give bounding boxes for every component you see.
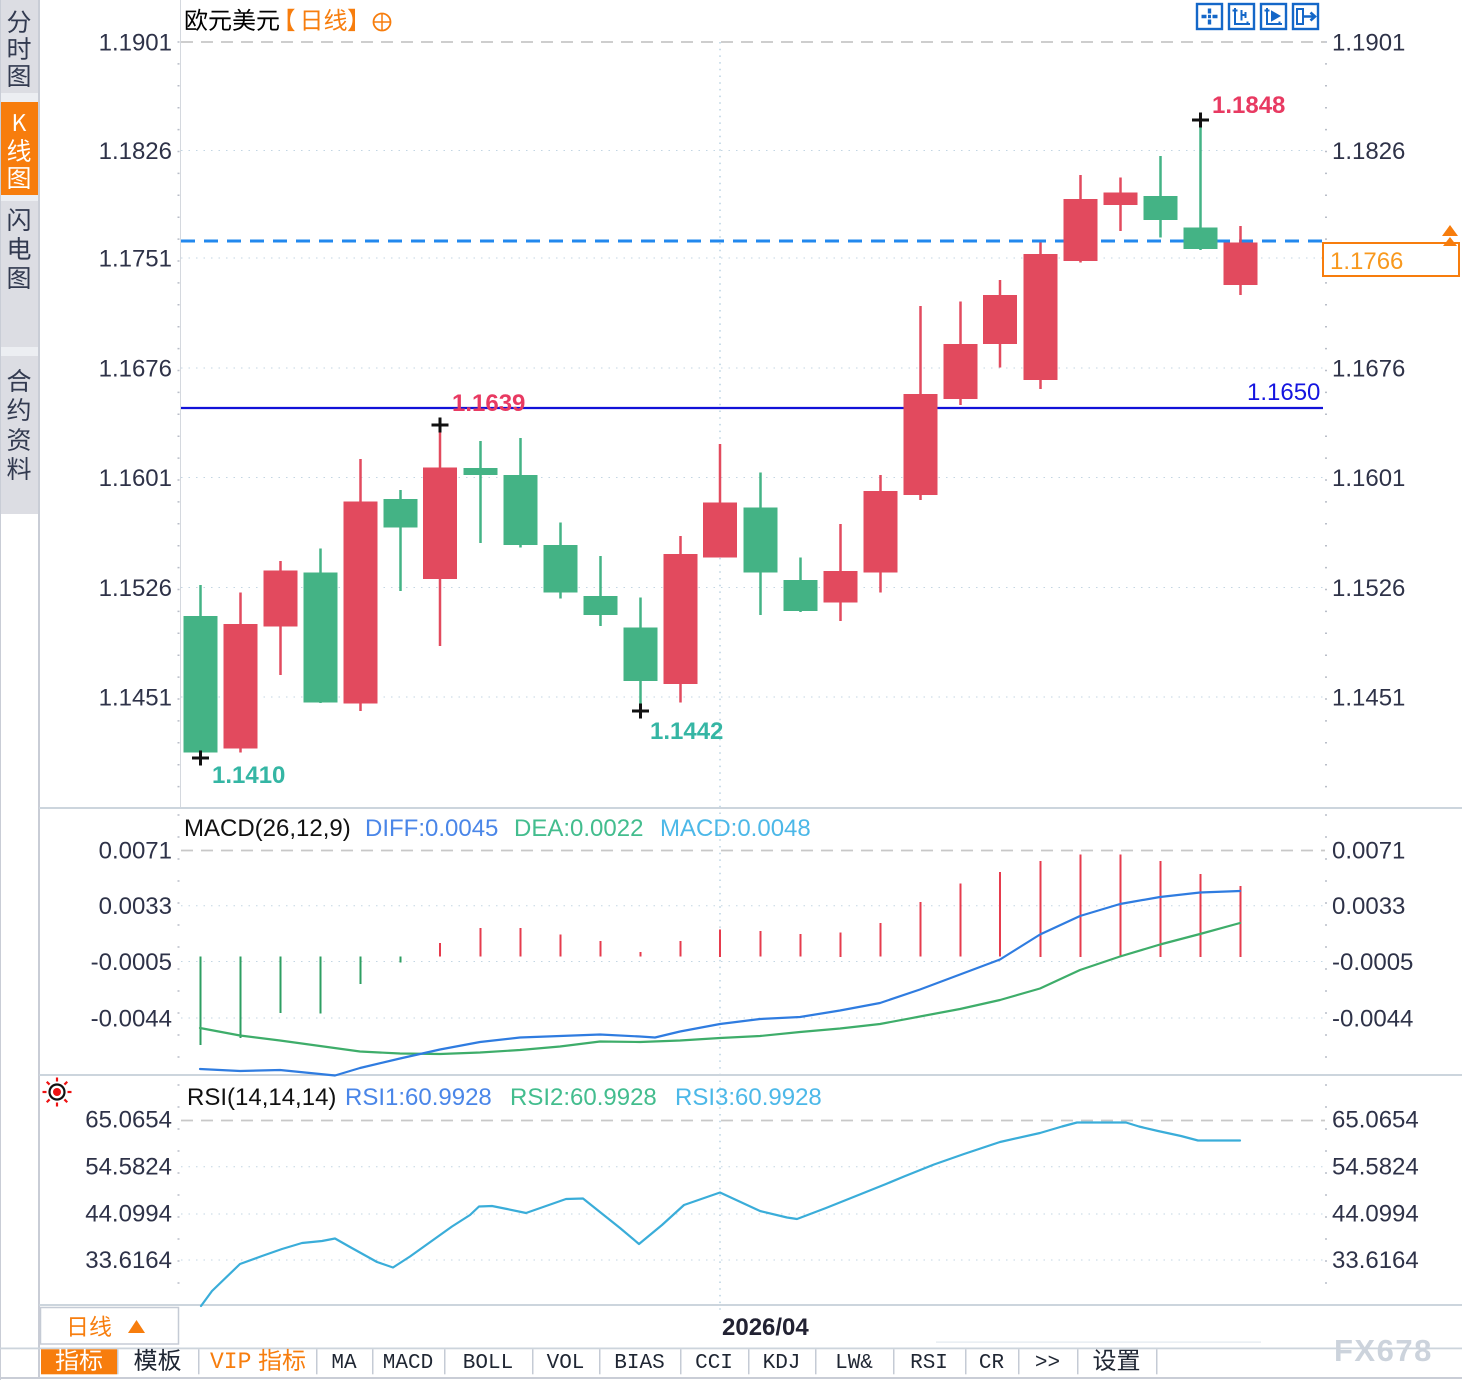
svg-text:54.5824: 54.5824 bbox=[85, 1154, 172, 1181]
svg-text:0.0033: 0.0033 bbox=[99, 893, 172, 920]
svg-text:RSI3:60.9928: RSI3:60.9928 bbox=[675, 1084, 822, 1111]
svg-text:CR: CR bbox=[979, 1352, 1005, 1375]
svg-text:MACD: MACD bbox=[383, 1352, 433, 1375]
svg-text:54.5824: 54.5824 bbox=[1332, 1154, 1419, 1181]
svg-text:BIAS: BIAS bbox=[614, 1352, 664, 1375]
svg-text:0.0033: 0.0033 bbox=[1332, 893, 1405, 920]
svg-text:0.0071: 0.0071 bbox=[1332, 838, 1405, 865]
svg-text:MACD(26,12,9): MACD(26,12,9) bbox=[184, 815, 351, 842]
svg-text:1.1676: 1.1676 bbox=[99, 356, 172, 383]
svg-text:1.1639: 1.1639 bbox=[452, 390, 525, 417]
svg-text:MA: MA bbox=[331, 1352, 357, 1375]
svg-text:VIP: VIP bbox=[210, 1349, 251, 1375]
svg-text:1.1526: 1.1526 bbox=[1332, 575, 1405, 602]
svg-text:33.6164: 33.6164 bbox=[85, 1247, 172, 1274]
svg-text:>>: >> bbox=[1035, 1352, 1060, 1375]
svg-text:1.1901: 1.1901 bbox=[1332, 30, 1405, 57]
svg-text:-0.0044: -0.0044 bbox=[91, 1006, 172, 1033]
svg-text:1.1601: 1.1601 bbox=[99, 465, 172, 492]
svg-text:1.1601: 1.1601 bbox=[1332, 465, 1405, 492]
svg-text:LW&: LW& bbox=[835, 1352, 873, 1375]
svg-text:1.1826: 1.1826 bbox=[1332, 138, 1405, 165]
svg-text:1.1826: 1.1826 bbox=[99, 138, 172, 165]
svg-text:1.1442: 1.1442 bbox=[650, 718, 723, 745]
svg-text:1.1526: 1.1526 bbox=[99, 575, 172, 602]
svg-text:1.1451: 1.1451 bbox=[99, 685, 172, 712]
svg-text:65.0654: 65.0654 bbox=[1332, 1107, 1419, 1134]
svg-text:33.6164: 33.6164 bbox=[1332, 1247, 1419, 1274]
svg-text:2026/04: 2026/04 bbox=[722, 1314, 809, 1341]
svg-text:1.1650: 1.1650 bbox=[1247, 379, 1320, 406]
svg-text:1.1451: 1.1451 bbox=[1332, 685, 1405, 712]
svg-text:1.1848: 1.1848 bbox=[1212, 92, 1285, 119]
svg-text:-0.0005: -0.0005 bbox=[91, 949, 172, 976]
svg-text:RSI1:60.9928: RSI1:60.9928 bbox=[345, 1084, 492, 1111]
svg-text:1.1751: 1.1751 bbox=[99, 246, 172, 273]
svg-text:0.0071: 0.0071 bbox=[99, 838, 172, 865]
svg-text:BOLL: BOLL bbox=[463, 1352, 513, 1375]
svg-text:1.1766: 1.1766 bbox=[1330, 248, 1403, 275]
svg-text:RSI(14,14,14): RSI(14,14,14) bbox=[187, 1084, 336, 1111]
svg-text:1.1410: 1.1410 bbox=[212, 762, 285, 789]
svg-text:KDJ: KDJ bbox=[763, 1352, 801, 1375]
svg-text:DIFF:0.0045: DIFF:0.0045 bbox=[365, 815, 498, 842]
svg-text:44.0994: 44.0994 bbox=[85, 1201, 172, 1228]
svg-text:1.1676: 1.1676 bbox=[1332, 356, 1405, 383]
svg-text:44.0994: 44.0994 bbox=[1332, 1201, 1419, 1228]
svg-text:VOL: VOL bbox=[547, 1352, 585, 1375]
svg-text:65.0654: 65.0654 bbox=[85, 1107, 172, 1134]
svg-text:CCI: CCI bbox=[695, 1352, 733, 1375]
svg-text:1.1901: 1.1901 bbox=[99, 30, 172, 57]
svg-text:-0.0005: -0.0005 bbox=[1332, 949, 1413, 976]
svg-text:MACD:0.0048: MACD:0.0048 bbox=[660, 815, 811, 842]
svg-text:-0.0044: -0.0044 bbox=[1332, 1006, 1413, 1033]
svg-text:RSI: RSI bbox=[910, 1352, 948, 1375]
svg-text:DEA:0.0022: DEA:0.0022 bbox=[514, 815, 643, 842]
svg-text:RSI2:60.9928: RSI2:60.9928 bbox=[510, 1084, 657, 1111]
svg-text:FX678: FX678 bbox=[1334, 1333, 1433, 1368]
